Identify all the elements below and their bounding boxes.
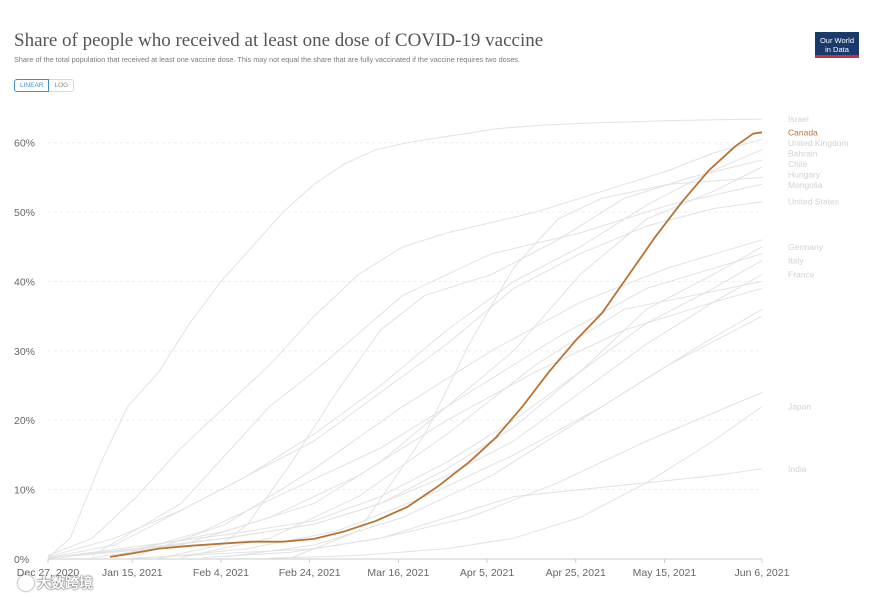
series-line-france — [47, 274, 763, 559]
series-line-india — [132, 468, 763, 559]
x-tick-label: Feb 24, 2021 — [279, 567, 341, 579]
grid-layer — [48, 142, 762, 560]
series-line-japan — [269, 405, 763, 559]
chart-subtitle: Share of the total population that recei… — [14, 55, 521, 64]
y-tick-label: 10% — [14, 485, 35, 497]
background-series-line — [92, 183, 763, 556]
series-label-india[interactable]: India — [788, 464, 807, 474]
background-series-line — [180, 281, 763, 559]
series-line-germany — [47, 246, 763, 559]
x-axis-ticks: Dec 27, 2020 Jan 15, 2021 Feb 4, 2021 Feb 2… — [17, 559, 790, 579]
watermark: 大数跨境 — [18, 573, 93, 593]
background-series — [92, 183, 763, 559]
series-label-italy[interactable]: Italy — [788, 256, 804, 266]
log-scale-button[interactable]: LOG — [49, 79, 75, 92]
series-label-canada[interactable]: Canada — [788, 127, 818, 137]
background-series-line — [114, 253, 763, 558]
series-line-bahrain — [47, 149, 763, 558]
series-line-united-states — [47, 201, 763, 559]
x-tick-label: Jun 6, 2021 — [735, 567, 790, 579]
chart-title: Share of people who received at least on… — [14, 30, 544, 51]
series-line-mongolia — [291, 176, 763, 559]
y-tick-label: 40% — [14, 276, 35, 288]
series-label-france[interactable]: France — [788, 270, 815, 280]
watermark-logo-icon — [18, 575, 34, 591]
series-label-germany[interactable]: Germany — [788, 242, 824, 252]
series-label-hungary[interactable]: Hungary — [788, 169, 821, 179]
series-lines — [47, 118, 763, 559]
background-series-line — [158, 308, 763, 559]
y-tick-label: 60% — [14, 138, 35, 150]
our-world-in-data-logo[interactable]: Our World in Data — [815, 32, 859, 58]
series-label-israel[interactable]: Israel — [788, 114, 809, 124]
x-tick-label: Apr 5, 2021 — [460, 567, 514, 579]
series-label-mongolia[interactable]: Mongolia — [788, 180, 823, 190]
background-series-line — [92, 287, 763, 559]
x-tick-label: Mar 16, 2021 — [367, 567, 429, 579]
y-tick-label: 0% — [14, 554, 29, 566]
logo-line-2: in Data — [825, 45, 849, 54]
series-line-israel — [47, 118, 763, 558]
linear-scale-button[interactable]: LINEAR — [14, 79, 50, 92]
y-tick-label: 50% — [14, 207, 35, 219]
series-label-united-kingdom[interactable]: United Kingdom — [788, 138, 848, 148]
background-series-line — [136, 239, 763, 556]
scale-toggle: LINEAR LOG — [14, 79, 75, 92]
y-axis-ticks: 0% 10% 20% 30% 40% 50% 60% — [14, 138, 35, 566]
series-line-hungary — [47, 166, 763, 559]
x-tick-label: Dec 27, 2020 — [17, 567, 80, 579]
series-label-united-states[interactable]: United States — [788, 197, 839, 207]
series-label-japan[interactable]: Japan — [788, 401, 811, 411]
background-series-line — [203, 392, 763, 559]
series-label-chile[interactable]: Chile — [788, 159, 808, 169]
series-line-united-kingdom — [47, 138, 763, 556]
x-tick-label: Jan 15, 2021 — [102, 567, 163, 579]
logo-line-1: Our World — [819, 36, 855, 45]
series-line-chile — [158, 159, 763, 559]
series-line-italy — [47, 260, 763, 559]
y-tick-label: 20% — [14, 415, 35, 427]
series-label-bahrain[interactable]: Bahrain — [788, 148, 818, 158]
watermark-text: 大数跨境 — [37, 575, 93, 591]
series-line-canada — [109, 131, 763, 558]
x-tick-label: Feb 4, 2021 — [193, 567, 249, 579]
y-tick-label: 30% — [14, 346, 35, 358]
x-tick-label: May 15, 2021 — [633, 567, 697, 579]
x-tick-label: Apr 25, 2021 — [546, 567, 606, 579]
